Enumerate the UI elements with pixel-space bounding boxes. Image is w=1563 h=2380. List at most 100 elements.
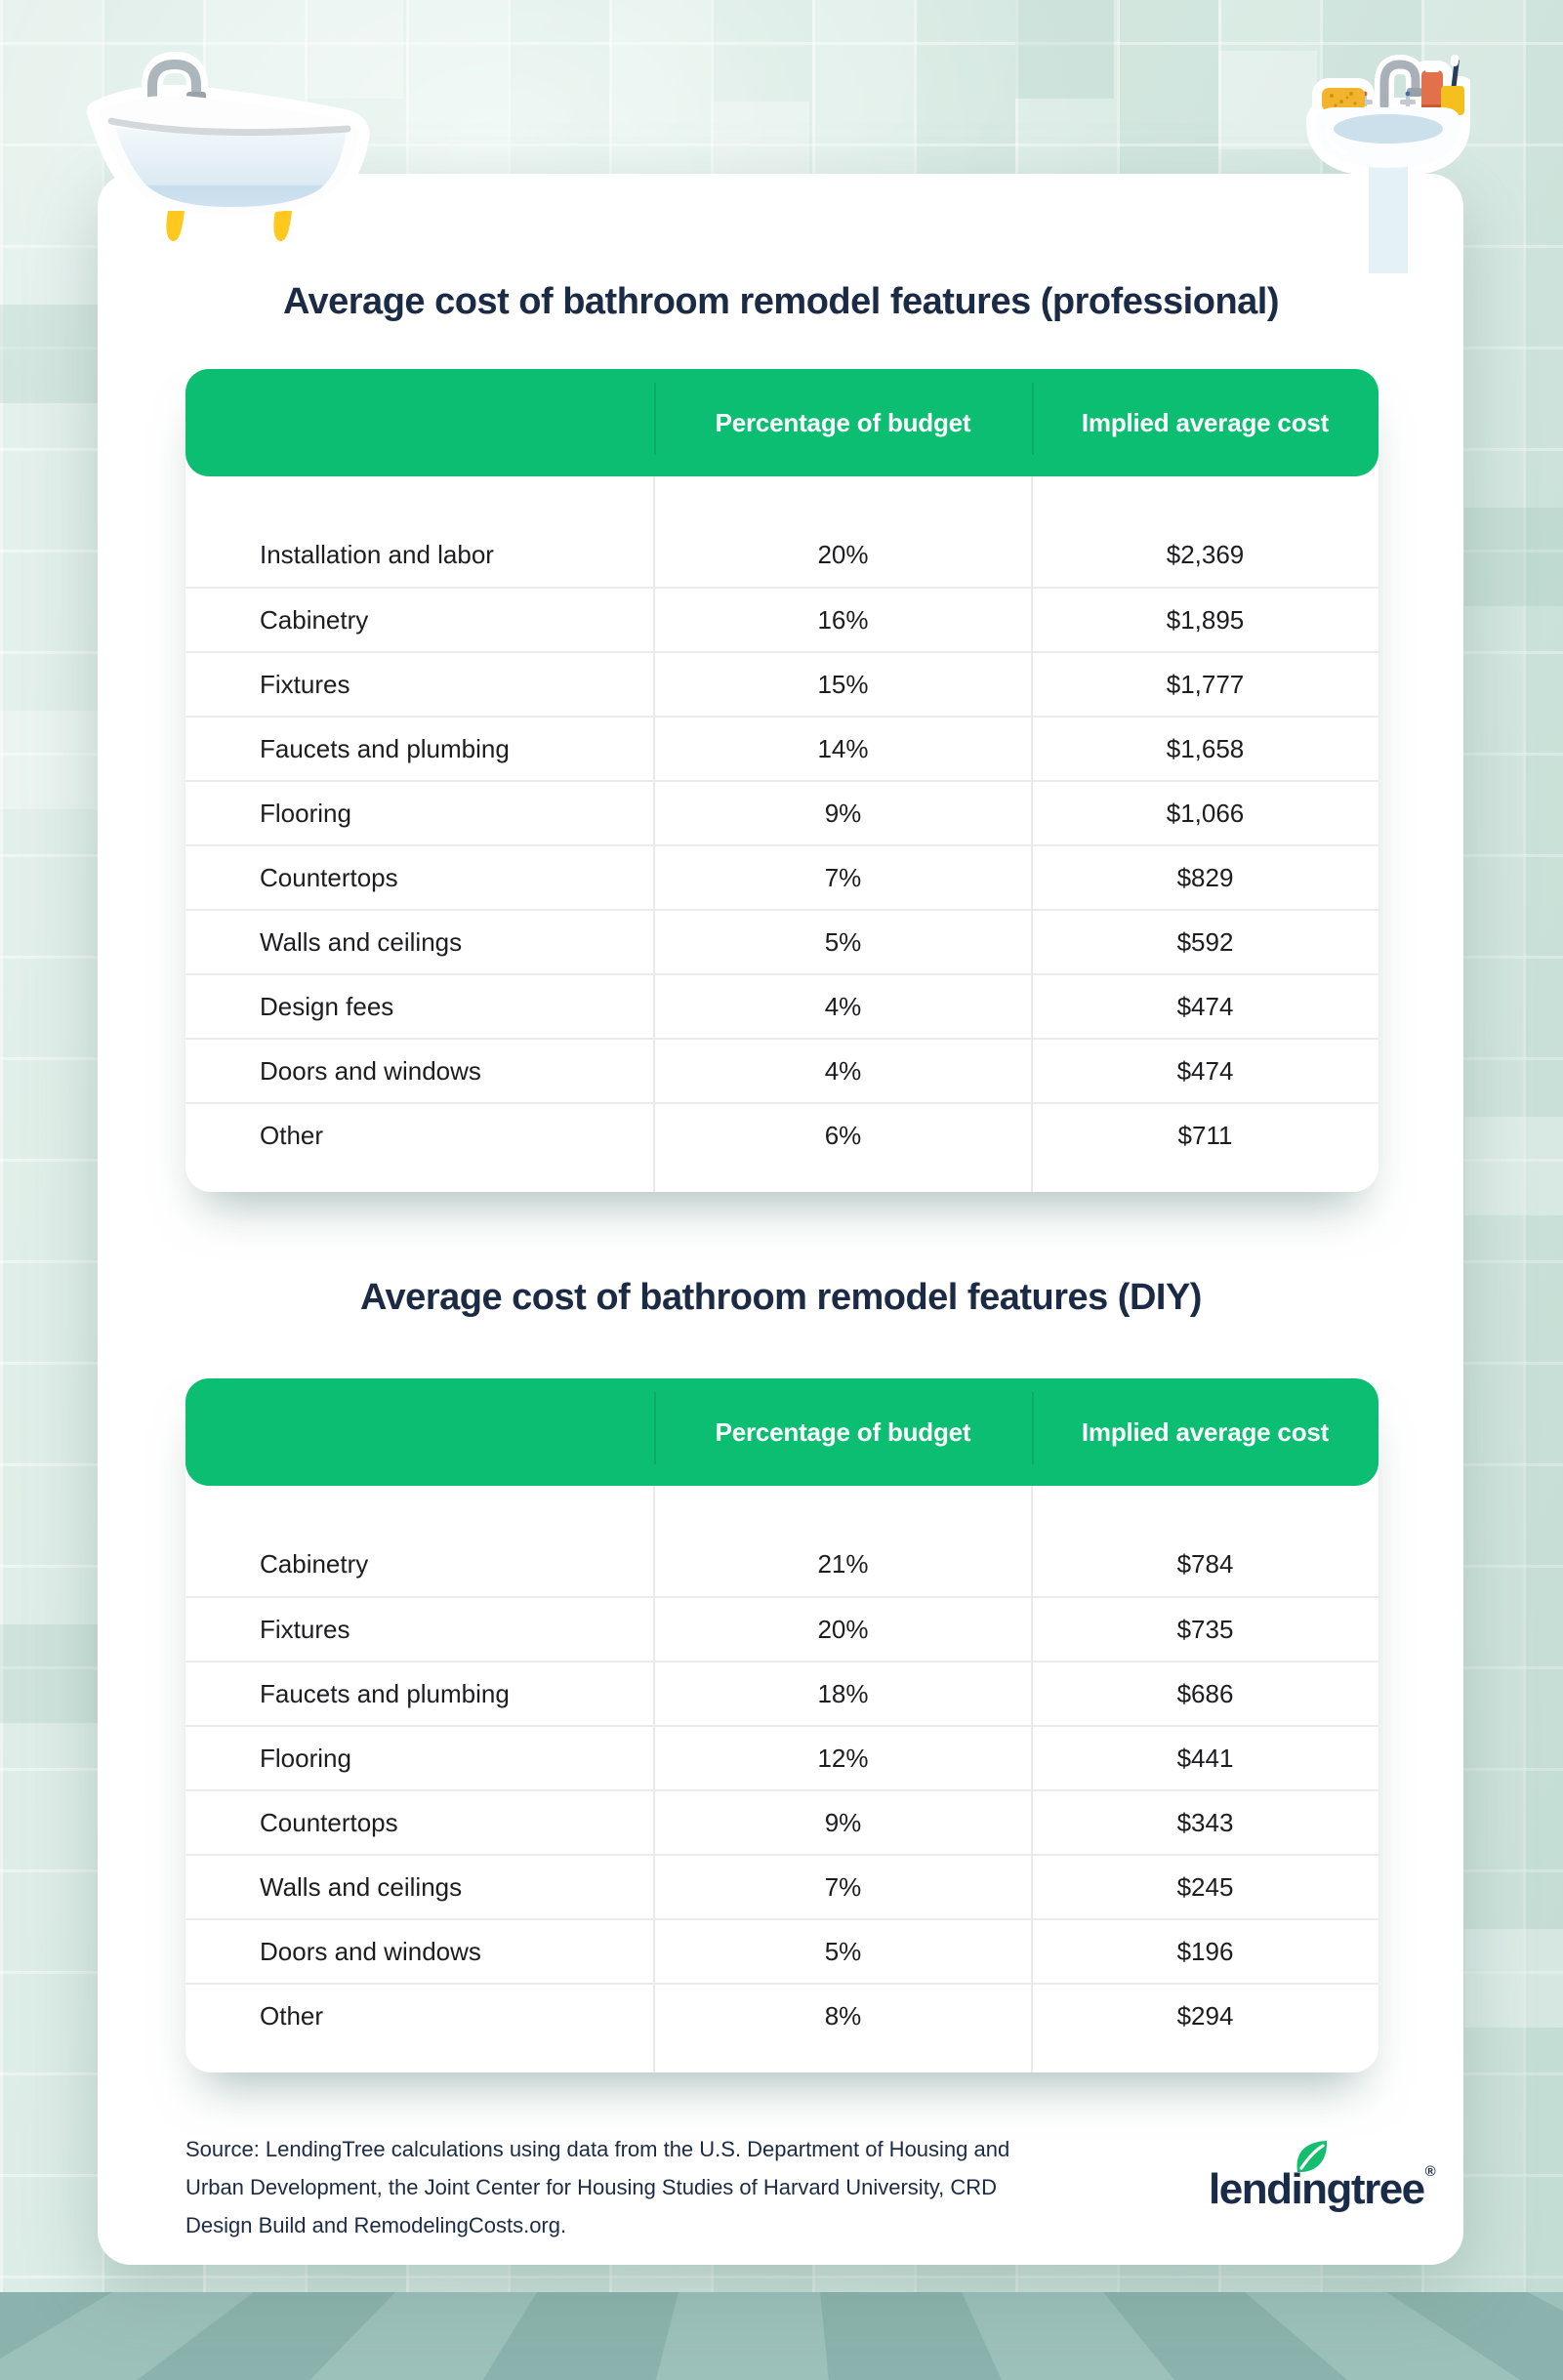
percent-cell: 5% <box>824 926 862 957</box>
percent-cell: 6% <box>824 1120 862 1150</box>
table-row: Doors and windows 5% $196 <box>185 1918 1378 1983</box>
percent-cell: 4% <box>824 991 862 1021</box>
cost-cell: $2,369 <box>1166 539 1245 569</box>
pedestal-sink-icon <box>1306 54 1470 273</box>
cost-cell: $1,777 <box>1166 669 1245 699</box>
header-cell-cost: Implied average cost <box>1032 1378 1378 1486</box>
table-row: Design fees 4% $474 <box>185 973 1378 1038</box>
wall-tile-highlight <box>0 711 99 809</box>
table-row: Installation and labor 20% $2,369 <box>185 522 1378 587</box>
wall-tile-highlight <box>1218 51 1317 149</box>
table-row: Flooring 9% $1,066 <box>185 780 1378 844</box>
table-row: Other 8% $294 <box>185 1983 1378 2047</box>
cost-cell: $829 <box>1176 862 1234 892</box>
percent-cell: 9% <box>824 798 862 828</box>
feature-cell: Flooring <box>260 798 351 828</box>
feature-cell: Other <box>260 1120 324 1150</box>
cost-cell: $1,895 <box>1166 604 1245 635</box>
header-cell-empty <box>185 369 654 476</box>
wall-tile-highlight <box>1464 1117 1563 1215</box>
table-header-row: Percentage of budget Implied average cos… <box>185 1378 1378 1486</box>
percent-cell: 15% <box>817 669 869 699</box>
feature-cell: Faucets and plumbing <box>260 1678 510 1708</box>
feature-cell: Faucets and plumbing <box>260 733 510 763</box>
feature-cell: Design fees <box>260 991 394 1021</box>
table-header-row: Percentage of budget Implied average cos… <box>185 369 1378 476</box>
table-row: Walls and ceilings 7% $245 <box>185 1854 1378 1918</box>
table-body: Installation and labor 20% $2,369 Cabine… <box>185 476 1378 1192</box>
cost-cell: $196 <box>1176 1936 1234 1966</box>
feature-cell: Cabinetry <box>260 604 369 635</box>
percent-cell: 16% <box>817 604 869 635</box>
table-body: Cabinetry 21% $784 Fixtures 20% $735 Fau… <box>185 1486 1378 2072</box>
cost-cell: $294 <box>1176 2000 1234 2031</box>
cost-table-professional: Percentage of budget Implied average cos… <box>185 369 1378 1192</box>
table-row: Walls and ceilings 5% $592 <box>185 909 1378 973</box>
feature-cell: Countertops <box>260 1807 398 1837</box>
table-row: Faucets and plumbing 18% $686 <box>185 1661 1378 1725</box>
wall-tile-highlight <box>1464 1929 1563 2028</box>
wall-tile-highlight <box>1464 508 1563 606</box>
feature-cell: Fixtures <box>260 1614 350 1644</box>
cost-cell: $592 <box>1176 926 1234 957</box>
feature-cell: Cabinetry <box>260 1548 369 1579</box>
bathtub-icon <box>87 52 370 246</box>
percent-cell: 12% <box>817 1743 869 1773</box>
feature-cell: Walls and ceilings <box>260 926 463 957</box>
percent-cell: 7% <box>824 1871 862 1902</box>
cost-table-diy: Percentage of budget Implied average cos… <box>185 1378 1378 2072</box>
cost-cell: $784 <box>1176 1548 1234 1579</box>
wall-tile-highlight <box>0 305 99 403</box>
table-row: Cabinetry 16% $1,895 <box>185 587 1378 651</box>
feature-cell: Walls and ceilings <box>260 1871 463 1902</box>
feature-cell: Flooring <box>260 1743 351 1773</box>
cost-cell: $474 <box>1176 1055 1234 1086</box>
bathroom-floor-shading <box>0 2292 1563 2380</box>
percent-cell: 20% <box>817 539 869 569</box>
header-cell-percentage: Percentage of budget <box>654 1378 1032 1486</box>
percent-cell: 18% <box>817 1678 869 1708</box>
feature-cell: Doors and windows <box>260 1936 481 1966</box>
table-row: Doors and windows 4% $474 <box>185 1038 1378 1102</box>
percent-cell: 7% <box>824 862 862 892</box>
cost-cell: $441 <box>1176 1743 1234 1773</box>
percent-cell: 5% <box>824 1936 862 1966</box>
table-title-diy: Average cost of bathroom remodel feature… <box>360 1277 1202 1318</box>
feature-cell: Fixtures <box>260 669 350 699</box>
source-note: Source: LendingTree calculations using d… <box>185 2130 1084 2244</box>
cost-cell: $245 <box>1176 1871 1234 1902</box>
wall-tile-highlight <box>1015 0 1114 99</box>
wall-tile-highlight <box>305 0 403 99</box>
percent-cell: 9% <box>824 1807 862 1837</box>
wall-tile-highlight <box>0 1624 99 1723</box>
percent-cell: 14% <box>817 733 869 763</box>
cost-cell: $711 <box>1177 1120 1233 1150</box>
table-row: Cabinetry 21% $784 <box>185 1532 1378 1596</box>
cost-cell: $686 <box>1176 1678 1234 1708</box>
source-line: Source: LendingTree calculations using d… <box>185 2137 1010 2161</box>
cost-cell: $1,066 <box>1166 798 1245 828</box>
feature-cell: Doors and windows <box>260 1055 481 1086</box>
percent-cell: 21% <box>817 1548 869 1579</box>
table-row: Other 6% $711 <box>185 1102 1378 1167</box>
feature-cell: Other <box>260 2000 324 2031</box>
cost-cell: $474 <box>1176 991 1234 1021</box>
source-line: Urban Development, the Joint Center for … <box>185 2175 998 2199</box>
feature-cell: Countertops <box>260 862 398 892</box>
header-cell-empty <box>185 1378 654 1486</box>
logo-wordmark: lendingtree <box>1209 2165 1425 2213</box>
header-cell-percentage: Percentage of budget <box>654 369 1032 476</box>
feature-cell: Installation and labor <box>260 539 494 569</box>
cost-cell: $735 <box>1176 1614 1234 1644</box>
table-row: Flooring 12% $441 <box>185 1725 1378 1789</box>
table-row: Faucets and plumbing 14% $1,658 <box>185 716 1378 780</box>
header-cell-cost: Implied average cost <box>1032 369 1378 476</box>
cost-cell: $343 <box>1176 1807 1234 1837</box>
table-row: Fixtures 20% $735 <box>185 1596 1378 1661</box>
source-line: Design Build and RemodelingCosts.org. <box>185 2213 567 2237</box>
table-title-professional: Average cost of bathroom remodel feature… <box>282 281 1280 322</box>
lendingtree-logo: lendingtree® <box>1209 2141 1436 2232</box>
percent-cell: 8% <box>824 2000 862 2031</box>
leaf-icon <box>1296 2141 1328 2173</box>
